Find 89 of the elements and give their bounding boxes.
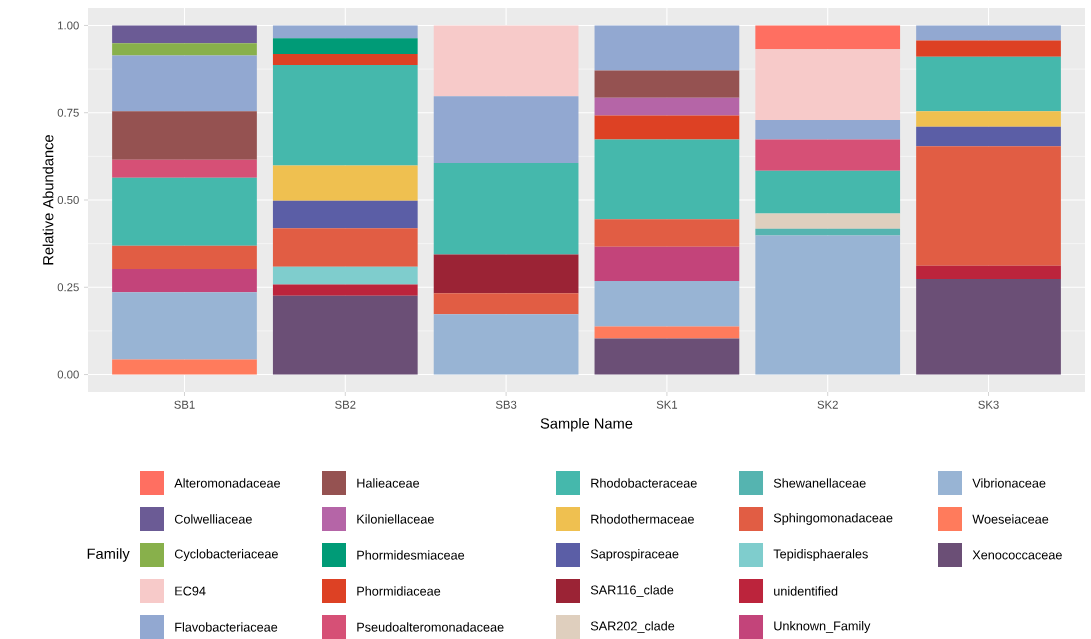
bar: [112, 245, 257, 270]
legend-label: Tepidisphaerales: [773, 549, 868, 561]
bar: [916, 278, 1061, 375]
bar: [272, 284, 418, 296]
bar: [755, 235, 901, 375]
bar: [594, 219, 740, 247]
legend-label: Pseudoalteromonadaceae: [357, 622, 504, 632]
x-tick-label: SB3: [495, 400, 517, 409]
bar: [594, 25, 740, 71]
legend-label: Alteromonadaceae: [174, 478, 281, 488]
bar: [112, 43, 257, 56]
bar: [433, 293, 579, 315]
bar: [755, 170, 901, 214]
bar: [755, 120, 901, 140]
bar: [272, 38, 418, 55]
x-tick-label: SB2: [335, 400, 356, 409]
legend-label: Unknown_Family: [774, 621, 871, 633]
legend-label: Phormidiaceae: [357, 586, 441, 596]
bar: [272, 64, 418, 166]
y-tick-label: 1.00: [58, 21, 79, 30]
bar: [112, 177, 257, 246]
legend-label: Halieaceae: [357, 478, 420, 488]
legend-label: Phormidesmiaceae: [357, 550, 465, 560]
bar: [112, 359, 257, 375]
bar: [112, 111, 257, 160]
legend-label: Shewanellaceae: [773, 478, 866, 488]
x-tick-label: SB1: [174, 400, 195, 409]
y-axis-title: Relative Abundance: [42, 135, 54, 265]
legend-label: Kiloniellaceae: [357, 514, 434, 524]
bar: [916, 40, 1061, 57]
bar: [594, 139, 740, 220]
bar: [916, 126, 1061, 147]
bar: [272, 266, 418, 285]
legend-label: Vibrionaceae: [972, 478, 1046, 488]
y-tick-label: 0.75: [57, 108, 79, 117]
bar: [755, 49, 901, 121]
legend-label: unidentified: [774, 586, 838, 596]
legend-title: Family: [87, 548, 130, 562]
legend-label: Saprospiraceae: [590, 549, 679, 561]
bar: [594, 280, 740, 327]
bar: [916, 111, 1061, 127]
bar: [433, 314, 579, 375]
bar: [755, 139, 901, 171]
legend-label: SAR202_clade: [590, 621, 675, 633]
x-axis-title: Sample Name: [540, 417, 633, 432]
legend-label: EC94: [175, 586, 206, 596]
y-tick-label: 0.50: [57, 196, 79, 205]
bar: [755, 228, 901, 236]
bar: [433, 25, 579, 97]
bar: [916, 25, 1061, 41]
legend-label: Sphingomonadaceae: [773, 513, 893, 525]
bar: [594, 246, 740, 281]
bar: [112, 292, 257, 360]
bar: [755, 25, 901, 50]
bar: [594, 115, 740, 140]
legend-label: Rhodobacteraceae: [591, 478, 697, 488]
bar: [272, 200, 418, 229]
bar: [433, 96, 579, 163]
legend-label: Woeseiaceae: [972, 514, 1049, 524]
bar: [594, 326, 740, 339]
bar: [594, 70, 740, 98]
x-tick-label: SK3: [978, 400, 999, 409]
bar: [112, 159, 257, 178]
bar: [272, 54, 418, 65]
legend-label: Cyclobacteriaceae: [174, 549, 278, 561]
legend-label: Xenococcaceae: [972, 550, 1062, 560]
bar: [272, 165, 418, 201]
bar: [916, 56, 1061, 112]
legend-label: Flavobacteriaceae: [175, 622, 278, 632]
bar: [755, 213, 901, 229]
x-tick-label: SK2: [817, 400, 838, 409]
bar: [272, 228, 418, 267]
x-tick-label: SK1: [656, 400, 678, 409]
bar: [916, 146, 1061, 266]
bar: [594, 97, 740, 116]
bar: [112, 25, 257, 44]
bar: [433, 163, 579, 255]
bar: [594, 338, 740, 375]
legend-label: Rhodothermaceae: [591, 514, 694, 524]
bar: [916, 265, 1061, 279]
legend-label: Colwelliaceae: [174, 514, 252, 524]
bar: [433, 254, 579, 294]
bar: [272, 25, 418, 39]
y-tick-label: 0.00: [57, 370, 79, 379]
bar: [112, 55, 257, 112]
y-tick-label: 0.25: [57, 283, 79, 292]
bar: [112, 269, 257, 293]
bar: [272, 295, 418, 375]
legend-label: SAR116_clade: [590, 585, 674, 597]
